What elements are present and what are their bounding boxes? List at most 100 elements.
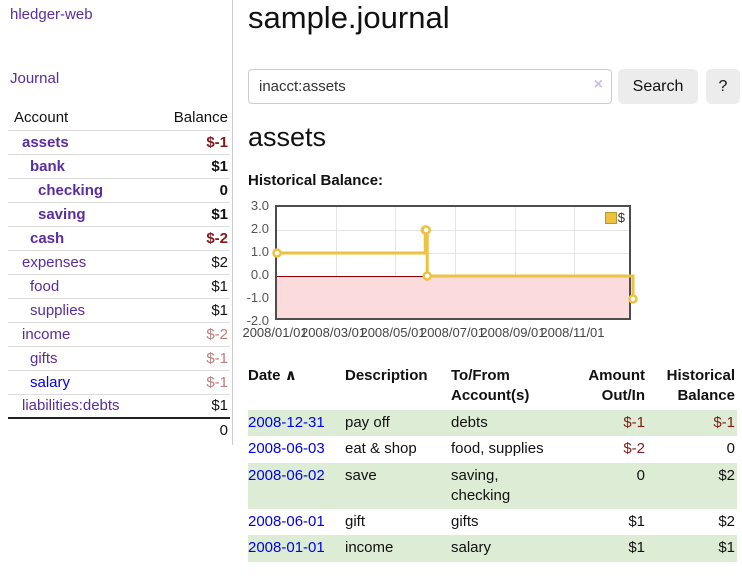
x-tick-label: 2008/11/01 xyxy=(540,325,605,340)
account-row: assets $-1 xyxy=(8,130,230,154)
table-row: 2008-01-01 income salary $1 $1 xyxy=(248,535,737,562)
main-content: sample.journal × Search ? assets Histori… xyxy=(242,0,740,582)
transaction-amount: 0 xyxy=(636,466,645,484)
account-balance: $1 xyxy=(211,277,228,295)
sidebar-account-link[interactable]: gifts xyxy=(30,349,58,367)
app-brand-link[interactable]: hledger-web xyxy=(10,6,93,23)
account-balance: $-1 xyxy=(206,133,228,151)
data-point-marker xyxy=(421,225,431,235)
account-balance: $1 xyxy=(211,397,228,415)
sidebar-account-link[interactable]: cash xyxy=(30,229,65,247)
clear-search-icon[interactable]: × xyxy=(593,76,603,93)
search-bar: × Search ? xyxy=(248,69,740,104)
sidebar-account-link[interactable]: supplies xyxy=(30,301,86,319)
chart-y-axis: 3.0 2.0 1.0 0.0 -1.0 -2.0 xyxy=(246,199,271,327)
transaction-description: save xyxy=(345,466,377,484)
sidebar-account-link[interactable]: salary xyxy=(30,373,71,391)
transaction-date-cell: 2008-06-02 xyxy=(248,463,345,510)
account-balance: $1 xyxy=(211,157,228,175)
account-name-cell: income xyxy=(8,322,152,346)
table-row: 2008-06-03 eat & shop food, supplies $-2 0 xyxy=(248,436,737,462)
account-name-cell: bank xyxy=(8,154,152,178)
data-point-marker xyxy=(422,271,432,281)
negative-region xyxy=(277,276,629,318)
transaction-amount: $1 xyxy=(628,539,645,557)
y-tick-label: -1.0 xyxy=(246,290,269,305)
account-heading: assets xyxy=(248,122,327,152)
date-link[interactable]: 2008-06-01 xyxy=(248,513,325,530)
search-input[interactable] xyxy=(248,69,612,104)
transaction-balance: $2 xyxy=(718,513,735,530)
account-row: checking 0 xyxy=(8,178,230,202)
sidebar-account-link[interactable]: assets xyxy=(22,133,69,151)
page-title: sample.journal xyxy=(248,0,450,35)
accounts-table: Account Balance assets $-1 bank $1 checking 0… xyxy=(8,106,230,442)
account-name-cell: gifts xyxy=(8,346,152,370)
search-button[interactable]: Search xyxy=(618,69,698,104)
register-header-date[interactable]: Date ∧ xyxy=(248,367,297,384)
date-link[interactable]: 2008-01-01 xyxy=(248,539,325,557)
chart-legend: $ xyxy=(604,210,625,225)
register-header-description: Description xyxy=(345,367,428,384)
account-balance: $2 xyxy=(211,253,228,271)
transaction-accounts: food, supplies xyxy=(451,440,544,458)
account-balance: $-1 xyxy=(206,373,228,391)
sidebar-account-link[interactable]: saving xyxy=(38,205,86,223)
date-link[interactable]: 2008-06-03 xyxy=(248,440,325,458)
help-button[interactable]: ? xyxy=(706,69,740,104)
sidebar-account-link[interactable]: bank xyxy=(30,157,66,175)
x-tick-label: 2008/01/01 xyxy=(242,325,308,340)
y-tick-label: 1.0 xyxy=(250,244,269,259)
account-balance: $1 xyxy=(211,205,228,223)
transaction-amount: $-2 xyxy=(623,440,645,458)
account-name-cell: expenses xyxy=(8,250,152,274)
transaction-date-cell: 2008-01-01 xyxy=(248,535,345,561)
sidebar-item-journal[interactable]: Journal xyxy=(10,70,60,87)
register-header-accounts: To/From Account(s) xyxy=(451,367,530,404)
accounts-total-value: 0 xyxy=(219,422,228,439)
transaction-description: gift xyxy=(345,513,366,530)
data-point-marker xyxy=(628,294,638,304)
register-header-amount: Amount Out/In xyxy=(588,367,645,404)
chart-x-axis: 2008/01/01 2008/03/01 2008/05/01 2008/07/01… xyxy=(242,325,631,344)
register-table-header: Date ∧ Description To/From Account(s) Am… xyxy=(248,364,737,410)
account-name-cell: salary xyxy=(8,370,152,394)
transaction-date-cell: 2008-12-31 xyxy=(248,410,345,436)
sidebar-account-link[interactable]: liabilities:debts xyxy=(22,397,120,415)
account-row: bank $1 xyxy=(8,154,230,178)
date-link[interactable]: 2008-06-02 xyxy=(248,466,325,484)
accounts-total-row: 0 xyxy=(8,418,230,442)
gridline xyxy=(514,207,516,318)
account-balance: $1 xyxy=(211,301,228,319)
transaction-date-cell: 2008-06-01 xyxy=(248,509,345,535)
x-tick-label: 2008/07/01 xyxy=(419,325,486,340)
transaction-balance: 0 xyxy=(726,440,735,458)
accounts-header-account: Account xyxy=(14,109,69,127)
x-tick-label: 2008/05/01 xyxy=(360,325,426,340)
sidebar-account-link[interactable]: expenses xyxy=(22,253,87,271)
sidebar-account-link[interactable]: checking xyxy=(38,181,104,199)
table-row: 2008-06-01 gift gifts $1 $2 xyxy=(248,509,737,535)
y-tick-label: 0.0 xyxy=(250,267,269,282)
accounts-header-balance: Balance xyxy=(173,109,228,127)
sidebar-account-link[interactable]: food xyxy=(30,277,60,295)
gridline xyxy=(454,207,456,318)
account-row: cash $-2 xyxy=(8,226,230,250)
sidebar-account-link[interactable]: income xyxy=(22,325,71,343)
data-point-marker xyxy=(272,248,282,258)
table-row: 2008-06-02 save saving, checking 0 $2 xyxy=(248,462,737,510)
account-name-cell: supplies xyxy=(8,298,152,322)
account-row: income $-2 xyxy=(8,322,230,346)
account-row: liabilities:debts $1 xyxy=(8,394,230,418)
account-row: salary $-1 xyxy=(8,370,230,394)
account-row: saving $1 xyxy=(8,202,230,226)
date-link[interactable]: 2008-12-31 xyxy=(248,414,325,431)
sidebar: hledger-web Journal Account Balance asse… xyxy=(0,0,233,445)
transaction-description: pay off xyxy=(345,414,390,431)
gridline xyxy=(335,207,337,318)
transaction-accounts: debts xyxy=(451,414,488,431)
gridline xyxy=(395,207,397,318)
x-tick-label: 2008/09/01 xyxy=(480,325,546,340)
account-balance: $-2 xyxy=(206,229,228,247)
account-row: gifts $-1 xyxy=(8,346,230,370)
